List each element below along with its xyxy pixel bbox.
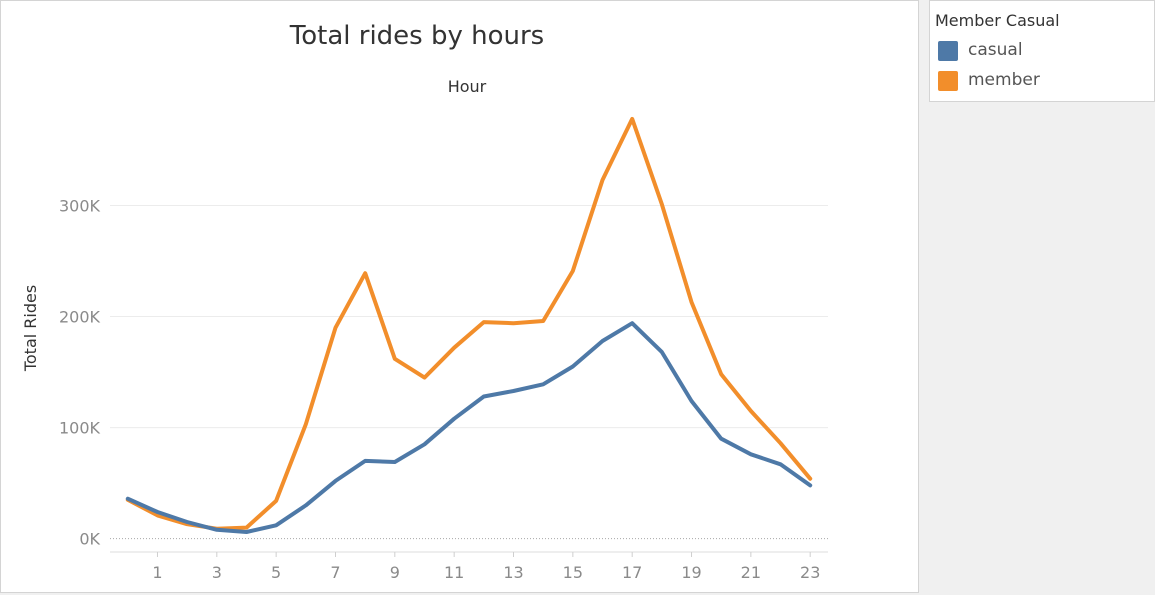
- x-tick-label: 11: [444, 563, 464, 582]
- legend-swatch-member: [938, 71, 958, 91]
- y-tick-label: 300K: [59, 197, 101, 216]
- legend-swatch-casual: [938, 41, 958, 61]
- x-tick-label: 1: [152, 563, 162, 582]
- chart-title: Total rides by hours: [289, 21, 545, 51]
- x-tick-label: 21: [741, 563, 761, 582]
- y-tick-label: 100K: [59, 419, 101, 438]
- series-line-casual[interactable]: [125, 321, 813, 534]
- y-axis-title: Total Rides: [21, 285, 40, 372]
- x-tick-label: 15: [563, 563, 583, 582]
- legend-title: Member Casual: [935, 11, 1060, 30]
- x-tick-label: 19: [681, 563, 701, 582]
- y-tick-label: 200K: [59, 308, 101, 327]
- y-tick-label: 0K: [79, 530, 100, 549]
- x-axis-title: Hour: [448, 77, 487, 96]
- x-tick-label: 17: [622, 563, 642, 582]
- legend-label-member: member: [968, 70, 1040, 90]
- x-tick-label: 7: [330, 563, 340, 582]
- chart-panel: Total rides by hours: [0, 0, 919, 593]
- legend: Member Casual casual member: [929, 0, 1155, 102]
- legend-label-casual: casual: [968, 40, 1023, 60]
- x-tick-label: 3: [212, 563, 222, 582]
- x-tick-label: 13: [503, 563, 523, 582]
- x-tick-label: 5: [271, 563, 281, 582]
- series-line-member[interactable]: [125, 116, 813, 531]
- x-tick-label: 9: [390, 563, 400, 582]
- x-tick-label: 23: [800, 563, 820, 582]
